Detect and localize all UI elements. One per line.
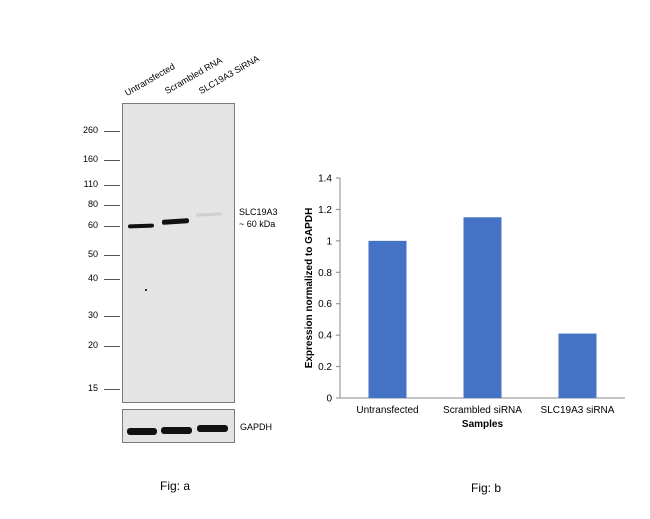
mw-marker-label: 160	[82, 154, 98, 164]
mw-marker-tick	[104, 160, 120, 161]
mw-marker-tick	[104, 255, 120, 256]
mw-marker-tick	[104, 205, 120, 206]
mw-marker-label: 30	[87, 310, 98, 320]
mw-marker-label: 15	[87, 383, 98, 393]
y-tick-label: 0	[326, 394, 332, 405]
y-tick-label: 0.4	[318, 331, 332, 342]
y-tick-label: 0.2	[318, 362, 332, 373]
mw-marker-label: 110	[83, 179, 98, 189]
fig-b-caption: Fig: b	[471, 481, 502, 495]
gapdh-band-2	[161, 427, 192, 434]
mw-marker-label: 60	[87, 220, 98, 230]
mw-marker-tick	[104, 316, 120, 317]
mw-marker-label: 260	[82, 125, 98, 135]
x-axis-title: Samples	[462, 419, 504, 430]
x-tick-label: Scrambled siRNA	[443, 405, 522, 416]
gapdh-band-1	[127, 428, 157, 435]
target-protein-size: ~ 60 kDa	[239, 219, 276, 229]
x-tick-label: Untransfected	[356, 405, 418, 416]
y-tick-label: 1.2	[318, 205, 332, 216]
mw-marker-tick	[104, 346, 120, 347]
target-label: SLC19A3 ~ 60 kDa	[239, 206, 278, 230]
target-protein-name: SLC19A3	[239, 207, 278, 217]
mw-marker-label: 50	[87, 249, 98, 259]
bar	[368, 240, 407, 398]
chart-bars	[368, 217, 597, 398]
dust-speck	[145, 289, 147, 291]
gapdh-band-3	[197, 425, 228, 432]
bar	[558, 333, 597, 398]
y-tick-label: 0.6	[318, 299, 332, 310]
fig-a-caption: Fig: a	[160, 479, 191, 493]
mw-marker-tick	[104, 185, 120, 186]
y-tick-label: 0.8	[318, 268, 332, 279]
x-tick-label: SLC19A3 siRNA	[541, 405, 615, 416]
mw-marker-label: 20	[87, 340, 98, 350]
y-axis-title: Expression normalized to GAPDH	[304, 208, 315, 369]
mw-marker-tick	[104, 226, 120, 227]
mw-marker-tick	[104, 389, 120, 390]
y-tick-label: 1.4	[318, 174, 332, 185]
mw-marker-tick	[104, 279, 120, 280]
blot-membrane	[122, 103, 235, 403]
y-tick-label: 1	[326, 236, 332, 247]
chart-labels: 0 0.2 0.4 0.6 0.8 1 1.2 1.4 Untransfected Scrambl…	[304, 174, 615, 431]
bar	[463, 217, 502, 398]
mw-marker-tick	[104, 131, 120, 132]
mw-marker-label: 80	[87, 199, 98, 209]
gapdh-label: GAPDH	[240, 422, 273, 432]
mw-marker-label: 40	[87, 273, 98, 283]
